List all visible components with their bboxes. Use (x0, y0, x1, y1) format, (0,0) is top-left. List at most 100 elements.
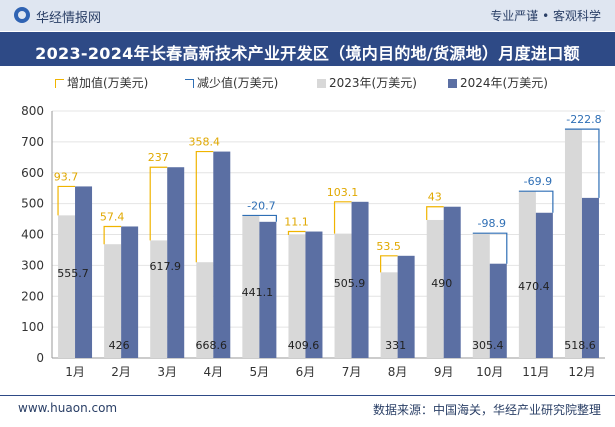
y-tick-label: 500 (21, 197, 44, 211)
x-tick-label: 10月 (476, 365, 503, 379)
top-bar (0, 0, 615, 31)
x-tick-label: 3月 (157, 365, 177, 379)
bar-2023 (380, 272, 398, 358)
change-label: 53.5 (376, 240, 401, 253)
bar-2024 (75, 186, 93, 358)
y-tick-label: 600 (21, 166, 44, 180)
legend-swatch-increase (55, 79, 64, 88)
increase-marker (103, 225, 122, 245)
footer-website: www.huaon.com (18, 401, 118, 415)
bar-2024 (121, 226, 139, 358)
legend-item-2024: 2024年(万美元) (448, 74, 548, 91)
bar-2024 (167, 167, 185, 358)
bar-value-label: 505.9 (334, 277, 366, 290)
bar-2024 (305, 231, 323, 358)
bar-2024 (443, 206, 461, 358)
x-tick-label: 11月 (522, 365, 549, 379)
legend-swatch-decrease (185, 79, 194, 88)
increase-marker (195, 150, 214, 263)
bar-value-label: 490 (431, 277, 452, 290)
bar-2023 (242, 215, 260, 358)
legend-item-increase: 增加值(万美元) (55, 74, 148, 91)
increase-marker (57, 185, 76, 216)
decrease-marker (472, 232, 508, 264)
y-tick-label: 800 (21, 104, 44, 118)
y-tick-label: 700 (21, 135, 44, 149)
y-tick-label: 100 (21, 320, 44, 334)
bar-2023 (564, 129, 582, 358)
bar-2023 (518, 191, 536, 358)
x-tick-label: 5月 (250, 365, 270, 379)
change-label: -69.9 (524, 175, 552, 188)
bar-value-label: 331 (385, 339, 406, 352)
decrease-marker (242, 214, 277, 222)
bar-2024 (397, 255, 415, 358)
title-band (0, 32, 615, 66)
increase-marker (380, 255, 398, 273)
bar-2024 (213, 151, 231, 358)
x-tick-label: 8月 (388, 365, 408, 379)
change-label: -98.9 (478, 217, 506, 230)
bar-2024 (535, 212, 553, 358)
logo-icon (14, 7, 30, 23)
decrease-marker (518, 190, 554, 213)
y-tick-label: 200 (21, 289, 44, 303)
change-label: 43 (428, 191, 442, 204)
legend-swatch-2023 (317, 79, 326, 88)
bar-value-label: 470.4 (518, 280, 550, 293)
change-label: 57.4 (100, 210, 125, 223)
x-tick-label: 4月 (203, 365, 223, 379)
bar-2023 (288, 234, 306, 358)
x-tick-label: 7月 (342, 365, 362, 379)
legend-label-increase: 增加值(万美元) (67, 76, 149, 90)
decrease-marker (564, 128, 600, 198)
legend-label-decrease: 减少值(万美元) (197, 76, 279, 90)
x-tick-label: 2月 (111, 365, 131, 379)
footer-source: 数据来源：中国海关，华经产业研究院整理 (372, 403, 601, 417)
y-tick-label: 0 (36, 351, 44, 365)
bar-2023 (426, 219, 444, 358)
change-label: -222.8 (566, 113, 601, 126)
change-label: 358.4 (189, 136, 221, 149)
change-label: 237 (148, 151, 169, 164)
bar-2024 (351, 201, 369, 358)
change-label: 103.1 (327, 186, 359, 199)
brand-name: 华经情报网 (36, 11, 102, 26)
increase-marker (333, 201, 352, 234)
chart-title: 2023-2024年长春高新技术产业开发区（境内目的地/货源地）月度进口额 (35, 44, 580, 63)
bar-value-label: 668.6 (196, 339, 228, 352)
change-label: -20.7 (247, 199, 275, 212)
bar-2023 (472, 233, 490, 358)
bar-value-label: 409.6 (288, 339, 320, 352)
bar-2024 (259, 221, 277, 358)
legend-label-2024: 2024年(万美元) (460, 76, 548, 90)
bar-value-label: 426 (109, 339, 130, 352)
y-tick-label: 400 (21, 228, 44, 242)
change-label: 11.1 (284, 216, 309, 229)
bar-value-label: 555.7 (57, 267, 89, 280)
footer-divider (0, 395, 615, 396)
x-tick-label: 9月 (434, 365, 454, 379)
legend-label-2023: 2023年(万美元) (329, 76, 417, 90)
x-tick-label: 1月 (65, 365, 85, 379)
bar-2024 (489, 263, 507, 358)
x-tick-label: 12月 (568, 365, 595, 379)
legend-item-2023: 2023年(万美元) (317, 74, 417, 91)
change-label: 93.7 (54, 170, 79, 183)
header-slogan: 专业严谨 • 客观科学 (490, 9, 601, 23)
increase-marker (149, 166, 168, 241)
bar-value-label: 617.9 (149, 260, 181, 273)
bar-2023 (150, 240, 168, 358)
bar-2023 (104, 244, 122, 358)
bar-2023 (334, 233, 352, 358)
bar-value-label: 305.4 (472, 339, 504, 352)
bar-value-label: 441.1 (242, 286, 274, 299)
x-tick-label: 6月 (296, 365, 316, 379)
bar-2023 (58, 215, 76, 358)
increase-marker (426, 206, 444, 220)
bar-2023 (196, 262, 214, 358)
bar-value-label: 518.6 (564, 339, 596, 352)
bar-2024 (581, 197, 599, 358)
legend-swatch-2024 (448, 79, 457, 88)
